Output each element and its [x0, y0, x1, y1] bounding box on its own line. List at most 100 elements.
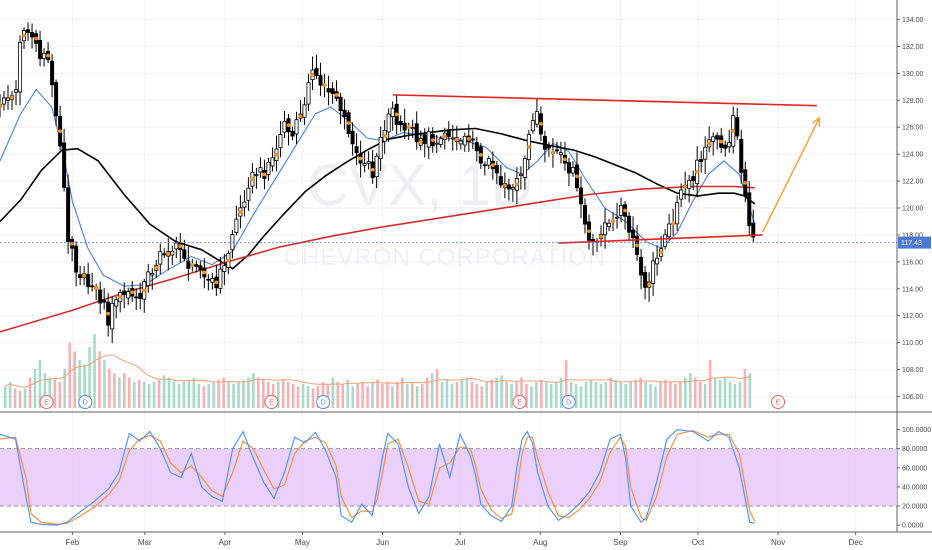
- volume-bar: [336, 381, 340, 408]
- volume-bar: [73, 351, 76, 408]
- candle-up: [282, 121, 287, 133]
- earnings-marker[interactable]: E: [264, 395, 279, 409]
- dividend-marker[interactable]: D: [561, 395, 576, 409]
- candle-down: [627, 215, 632, 233]
- volume-bar: [386, 381, 389, 408]
- candle-up: [711, 136, 716, 142]
- volume-bar: [723, 377, 727, 408]
- volume-bar: [415, 386, 419, 408]
- candle-down: [699, 158, 704, 162]
- candle-down: [62, 142, 67, 188]
- candle-up: [675, 202, 680, 225]
- stochastic-k-line: [0, 429, 755, 526]
- candle-down: [591, 239, 596, 242]
- event-circle: [316, 395, 331, 409]
- volume-bar: [53, 379, 57, 408]
- price-tick-label: 110.00: [902, 340, 923, 347]
- volume-bar: [679, 381, 682, 408]
- dividend-marker[interactable]: D: [316, 395, 331, 409]
- volume-bar: [63, 368, 67, 408]
- volume-bar: [569, 381, 573, 408]
- volume-bar: [192, 377, 196, 408]
- candle-up: [126, 291, 131, 299]
- volume-bar: [594, 381, 598, 408]
- volume-bar: [440, 381, 444, 408]
- time-tick-label: Mar: [138, 538, 152, 547]
- signal-dot: [178, 244, 183, 249]
- stochastic-d-line: [0, 429, 756, 525]
- signal-dot: [370, 167, 375, 172]
- volume-bar: [152, 381, 156, 408]
- candle-down: [474, 142, 479, 152]
- candle-up: [510, 187, 515, 190]
- event-circle: [561, 395, 576, 409]
- moving-average-line: [0, 127, 756, 270]
- candle-up: [158, 251, 163, 265]
- candle-down: [498, 176, 503, 186]
- volume-bar: [540, 379, 543, 408]
- price-tick-label: 118.00: [902, 232, 923, 239]
- candle-down: [470, 138, 475, 141]
- candle-down: [446, 130, 451, 138]
- volume-bar: [366, 386, 369, 408]
- volume-bar: [559, 377, 563, 408]
- earnings-marker[interactable]: E: [39, 395, 54, 409]
- candle-down: [194, 264, 199, 267]
- volume-bar: [604, 381, 608, 408]
- signal-dot: [599, 234, 603, 239]
- signal-dot: [202, 270, 207, 275]
- signal-dot: [671, 221, 676, 226]
- volume-bar: [401, 377, 404, 408]
- candle-down: [506, 184, 511, 190]
- event-circle: [39, 395, 54, 409]
- stochastic-tick-label: 60.0000: [902, 465, 927, 472]
- signal-dot: [94, 286, 99, 290]
- stochastic-tick-label: 100.0000: [902, 427, 931, 434]
- candlesticks[interactable]: [0, 22, 756, 344]
- volume-bar: [654, 386, 657, 408]
- signal-dot: [659, 250, 664, 255]
- candle-up: [2, 97, 7, 105]
- volume-bar: [430, 373, 434, 408]
- candle-up: [366, 161, 371, 164]
- candle-up: [727, 141, 732, 148]
- time-tick-label: Apr: [219, 538, 232, 547]
- moving-average-line: [0, 88, 756, 287]
- volume-bar: [13, 388, 17, 408]
- candle-up: [218, 268, 223, 289]
- volume-bar: [93, 334, 96, 408]
- volume-bar: [525, 384, 528, 408]
- signal-dot: [466, 137, 471, 141]
- volume-bar: [490, 379, 494, 408]
- trendlines[interactable]: [0, 94, 897, 244]
- earnings-marker[interactable]: E: [771, 395, 786, 409]
- dividend-marker[interactable]: D: [78, 395, 93, 409]
- volume-bar: [242, 379, 245, 408]
- volume-bar: [549, 384, 553, 408]
- volume-bar: [48, 377, 52, 408]
- signal-dot: [130, 290, 135, 295]
- candle-down: [90, 285, 95, 288]
- signal-dot: [635, 243, 639, 248]
- volume-bar: [23, 388, 27, 408]
- candle-up: [518, 173, 523, 176]
- price-tick-label: 132.00: [902, 44, 924, 51]
- candle-up: [42, 52, 47, 59]
- volume-bar: [718, 379, 722, 408]
- volume-bar: [674, 384, 677, 408]
- volume-bar: [545, 381, 548, 408]
- volume-bars: [3, 334, 752, 408]
- volume-bar: [748, 373, 752, 408]
- watermark-company: CHEVRON CORPORATION: [284, 244, 607, 271]
- candle-up: [114, 299, 119, 307]
- earnings-marker[interactable]: E: [512, 395, 527, 409]
- candle-down: [206, 278, 211, 281]
- candle-down: [342, 109, 347, 118]
- volume-bar: [649, 384, 652, 408]
- signal-dot: [563, 157, 567, 162]
- volume-bar: [78, 360, 81, 408]
- volume-bar: [381, 384, 384, 408]
- volume-bar: [103, 360, 106, 408]
